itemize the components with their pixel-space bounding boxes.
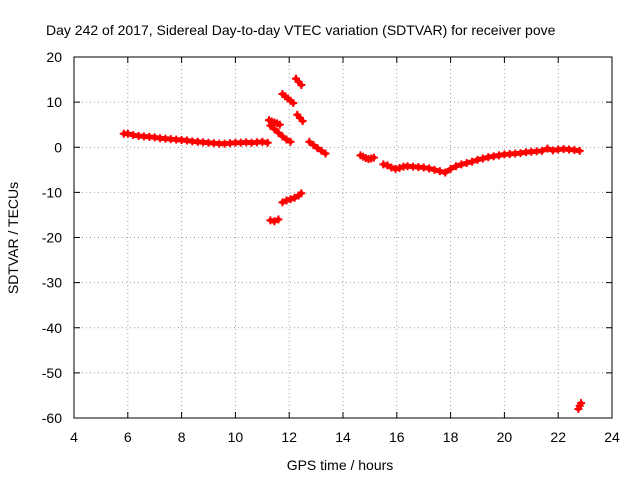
x-tick-label: 4 [70, 429, 78, 445]
data-point [274, 128, 283, 137]
y-axis-label: SDTVAR / TECUs [5, 182, 21, 294]
data-point [383, 161, 392, 170]
y-tick-label: -60 [42, 410, 62, 426]
x-tick-label: 6 [124, 429, 132, 445]
data-point [451, 162, 460, 171]
x-axis-label: GPS time / hours [287, 457, 394, 473]
data-point [435, 167, 444, 176]
data-point [290, 193, 299, 202]
data-point [274, 215, 283, 224]
data-point [282, 135, 291, 144]
data-point [305, 137, 314, 146]
data-point [425, 164, 434, 173]
data-point [369, 153, 378, 162]
data-point [297, 189, 306, 198]
data-point [430, 165, 439, 174]
data-points [119, 74, 586, 413]
x-tick-label: 22 [550, 429, 566, 445]
data-point [266, 121, 275, 130]
y-tick-label: 0 [54, 139, 62, 155]
data-point [575, 146, 584, 155]
data-point [317, 146, 326, 155]
chart-title: Day 242 of 2017, Sidereal Day-to-day VTE… [46, 22, 556, 38]
data-point [478, 154, 487, 163]
data-point [263, 138, 272, 147]
data-point [278, 132, 287, 141]
grid [74, 57, 612, 418]
y-tick-label: -30 [42, 275, 62, 291]
x-tick-label: 16 [389, 429, 405, 445]
x-tick-label: 8 [178, 429, 186, 445]
data-point [270, 217, 279, 226]
data-point [462, 159, 471, 168]
data-point [446, 164, 455, 173]
data-point [298, 117, 307, 126]
x-tick-label: 20 [497, 429, 513, 445]
data-point [123, 129, 132, 138]
data-point [441, 168, 450, 177]
x-tick-label: 18 [443, 429, 459, 445]
data-point [275, 120, 284, 129]
x-ticks: 4 6 8 10 12 14 16 18 20 22 24 [70, 57, 620, 445]
x-tick-label: 24 [604, 429, 620, 445]
data-point [473, 155, 482, 164]
data-point [297, 80, 306, 89]
y-tick-label: -50 [42, 365, 62, 381]
y-tick-label: 10 [46, 94, 62, 110]
y-ticks: 20 10 0 -10 -20 -30 -40 -50 -60 [42, 49, 612, 426]
data-point [543, 144, 552, 153]
data-point [577, 399, 586, 408]
y-tick-label: -40 [42, 320, 62, 336]
data-point [468, 157, 477, 166]
data-point [457, 160, 466, 169]
data-point [289, 99, 298, 108]
data-point [538, 146, 547, 155]
y-tick-label: -10 [42, 184, 62, 200]
x-tick-label: 10 [228, 429, 244, 445]
data-point [313, 144, 322, 153]
data-point [321, 149, 330, 158]
data-point [270, 125, 279, 134]
x-tick-label: 14 [335, 429, 351, 445]
data-point [286, 137, 295, 146]
y-tick-label: 20 [46, 49, 62, 65]
data-point [309, 140, 318, 149]
y-tick-label: -20 [42, 230, 62, 246]
x-tick-label: 12 [281, 429, 297, 445]
